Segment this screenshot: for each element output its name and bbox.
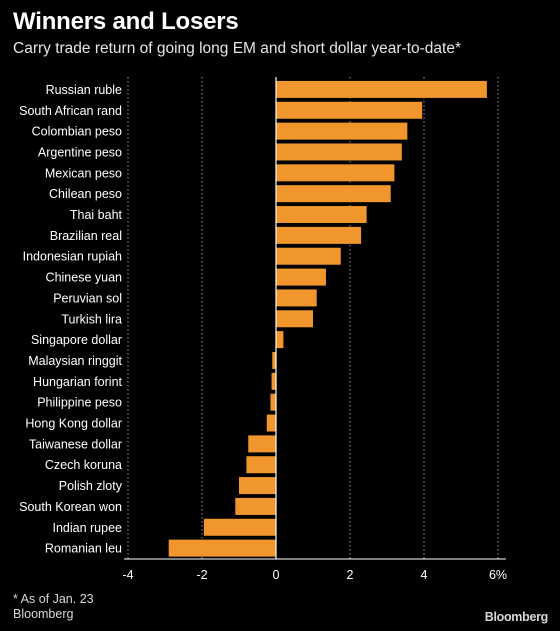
category-label: Chinese yuan (46, 271, 122, 285)
bar-argentine-peso (276, 143, 402, 161)
footnote-text: * As of Jan. 23 (13, 592, 94, 606)
x-tick-label: 4 (421, 568, 428, 582)
bar-south-korean-won (235, 497, 276, 515)
category-label: Thai baht (70, 208, 123, 222)
category-label: Chilean peso (49, 187, 122, 201)
category-label: Polish zloty (59, 479, 123, 493)
category-label: Hong Kong dollar (25, 417, 122, 431)
chart-title: Winners and Losers (13, 8, 239, 35)
category-label: Czech koruna (45, 458, 122, 472)
category-labels: Russian ruble South African rand Colombian… (19, 83, 123, 556)
category-label: Argentine peso (38, 145, 122, 159)
x-axis: -4 -2 0 2 4 6% (122, 77, 507, 582)
category-label: Brazilian real (50, 229, 122, 243)
category-label: Indian rupee (52, 521, 122, 535)
bar-philippine-peso (270, 393, 276, 411)
category-label: Mexican peso (45, 166, 122, 180)
bar-mexican-peso (276, 164, 395, 182)
bar-romanian-leu (168, 539, 276, 557)
category-label: South Korean won (19, 500, 122, 514)
bar-indonesian-rupiah (276, 247, 341, 265)
bar-hong-kong-dollar (266, 414, 276, 432)
bar-peruvian-sol (276, 289, 317, 307)
x-tick-label: -2 (196, 568, 207, 582)
category-label: Romanian leu (45, 542, 122, 556)
footnote-block: * As of Jan. 23 Bloomberg (13, 592, 94, 622)
category-label: Peruvian sol (53, 291, 122, 305)
category-label: South African rand (19, 104, 122, 118)
bar-czech-koruna (246, 456, 276, 474)
bars (168, 80, 487, 557)
bar-brazilian-real (276, 226, 362, 244)
category-label: Hungarian forint (33, 375, 122, 389)
category-label: Malaysian ringgit (28, 354, 122, 368)
x-tick-label: -4 (122, 568, 133, 582)
category-label: Indonesian rupiah (23, 250, 122, 264)
bar-russian-ruble (276, 80, 487, 98)
chart-subtitle: Carry trade return of going long EM and … (13, 40, 462, 57)
source-text: Bloomberg (13, 607, 74, 621)
x-tick-label: 0 (273, 568, 280, 582)
category-label: Turkish lira (61, 312, 122, 326)
category-label: Philippine peso (37, 396, 122, 410)
bar-indian-rupee (203, 518, 276, 536)
category-label: Taiwanese dollar (29, 437, 122, 451)
bar-chinese-yuan (276, 268, 326, 286)
category-label: Colombian peso (32, 125, 122, 139)
x-tick-label: 6% (489, 568, 507, 582)
category-label: Russian ruble (46, 83, 122, 97)
bar-taiwanese-dollar (248, 435, 276, 453)
bar-polish-zloty (239, 477, 276, 495)
x-tick-label: 2 (347, 568, 354, 582)
bar-singapore-dollar (276, 331, 284, 349)
bar-hungarian-forint (271, 372, 276, 390)
bar-thai-baht (276, 206, 367, 224)
bar-south-african-rand (276, 101, 423, 119)
bloomberg-logo: Bloomberg (484, 610, 549, 624)
bar-chilean-peso (276, 185, 391, 203)
bar-malaysian-ringgit (272, 351, 276, 369)
bar-turkish-lira (276, 310, 313, 328)
category-label: Singapore dollar (31, 333, 122, 347)
bar-colombian-peso (276, 122, 408, 140)
